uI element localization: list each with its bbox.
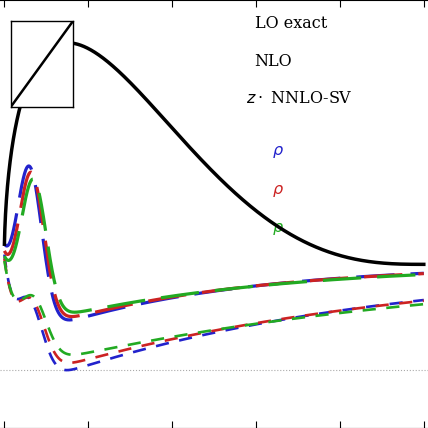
Text: $\rho$: $\rho$ [272, 182, 284, 199]
Text: LO exact: LO exact [255, 15, 327, 32]
Text: $z\cdot$ NNLO-SV: $z\cdot$ NNLO-SV [246, 90, 353, 107]
Text: NLO: NLO [255, 54, 292, 71]
Text: $\rho$: $\rho$ [272, 143, 284, 160]
Text: $\rho$: $\rho$ [272, 220, 284, 238]
